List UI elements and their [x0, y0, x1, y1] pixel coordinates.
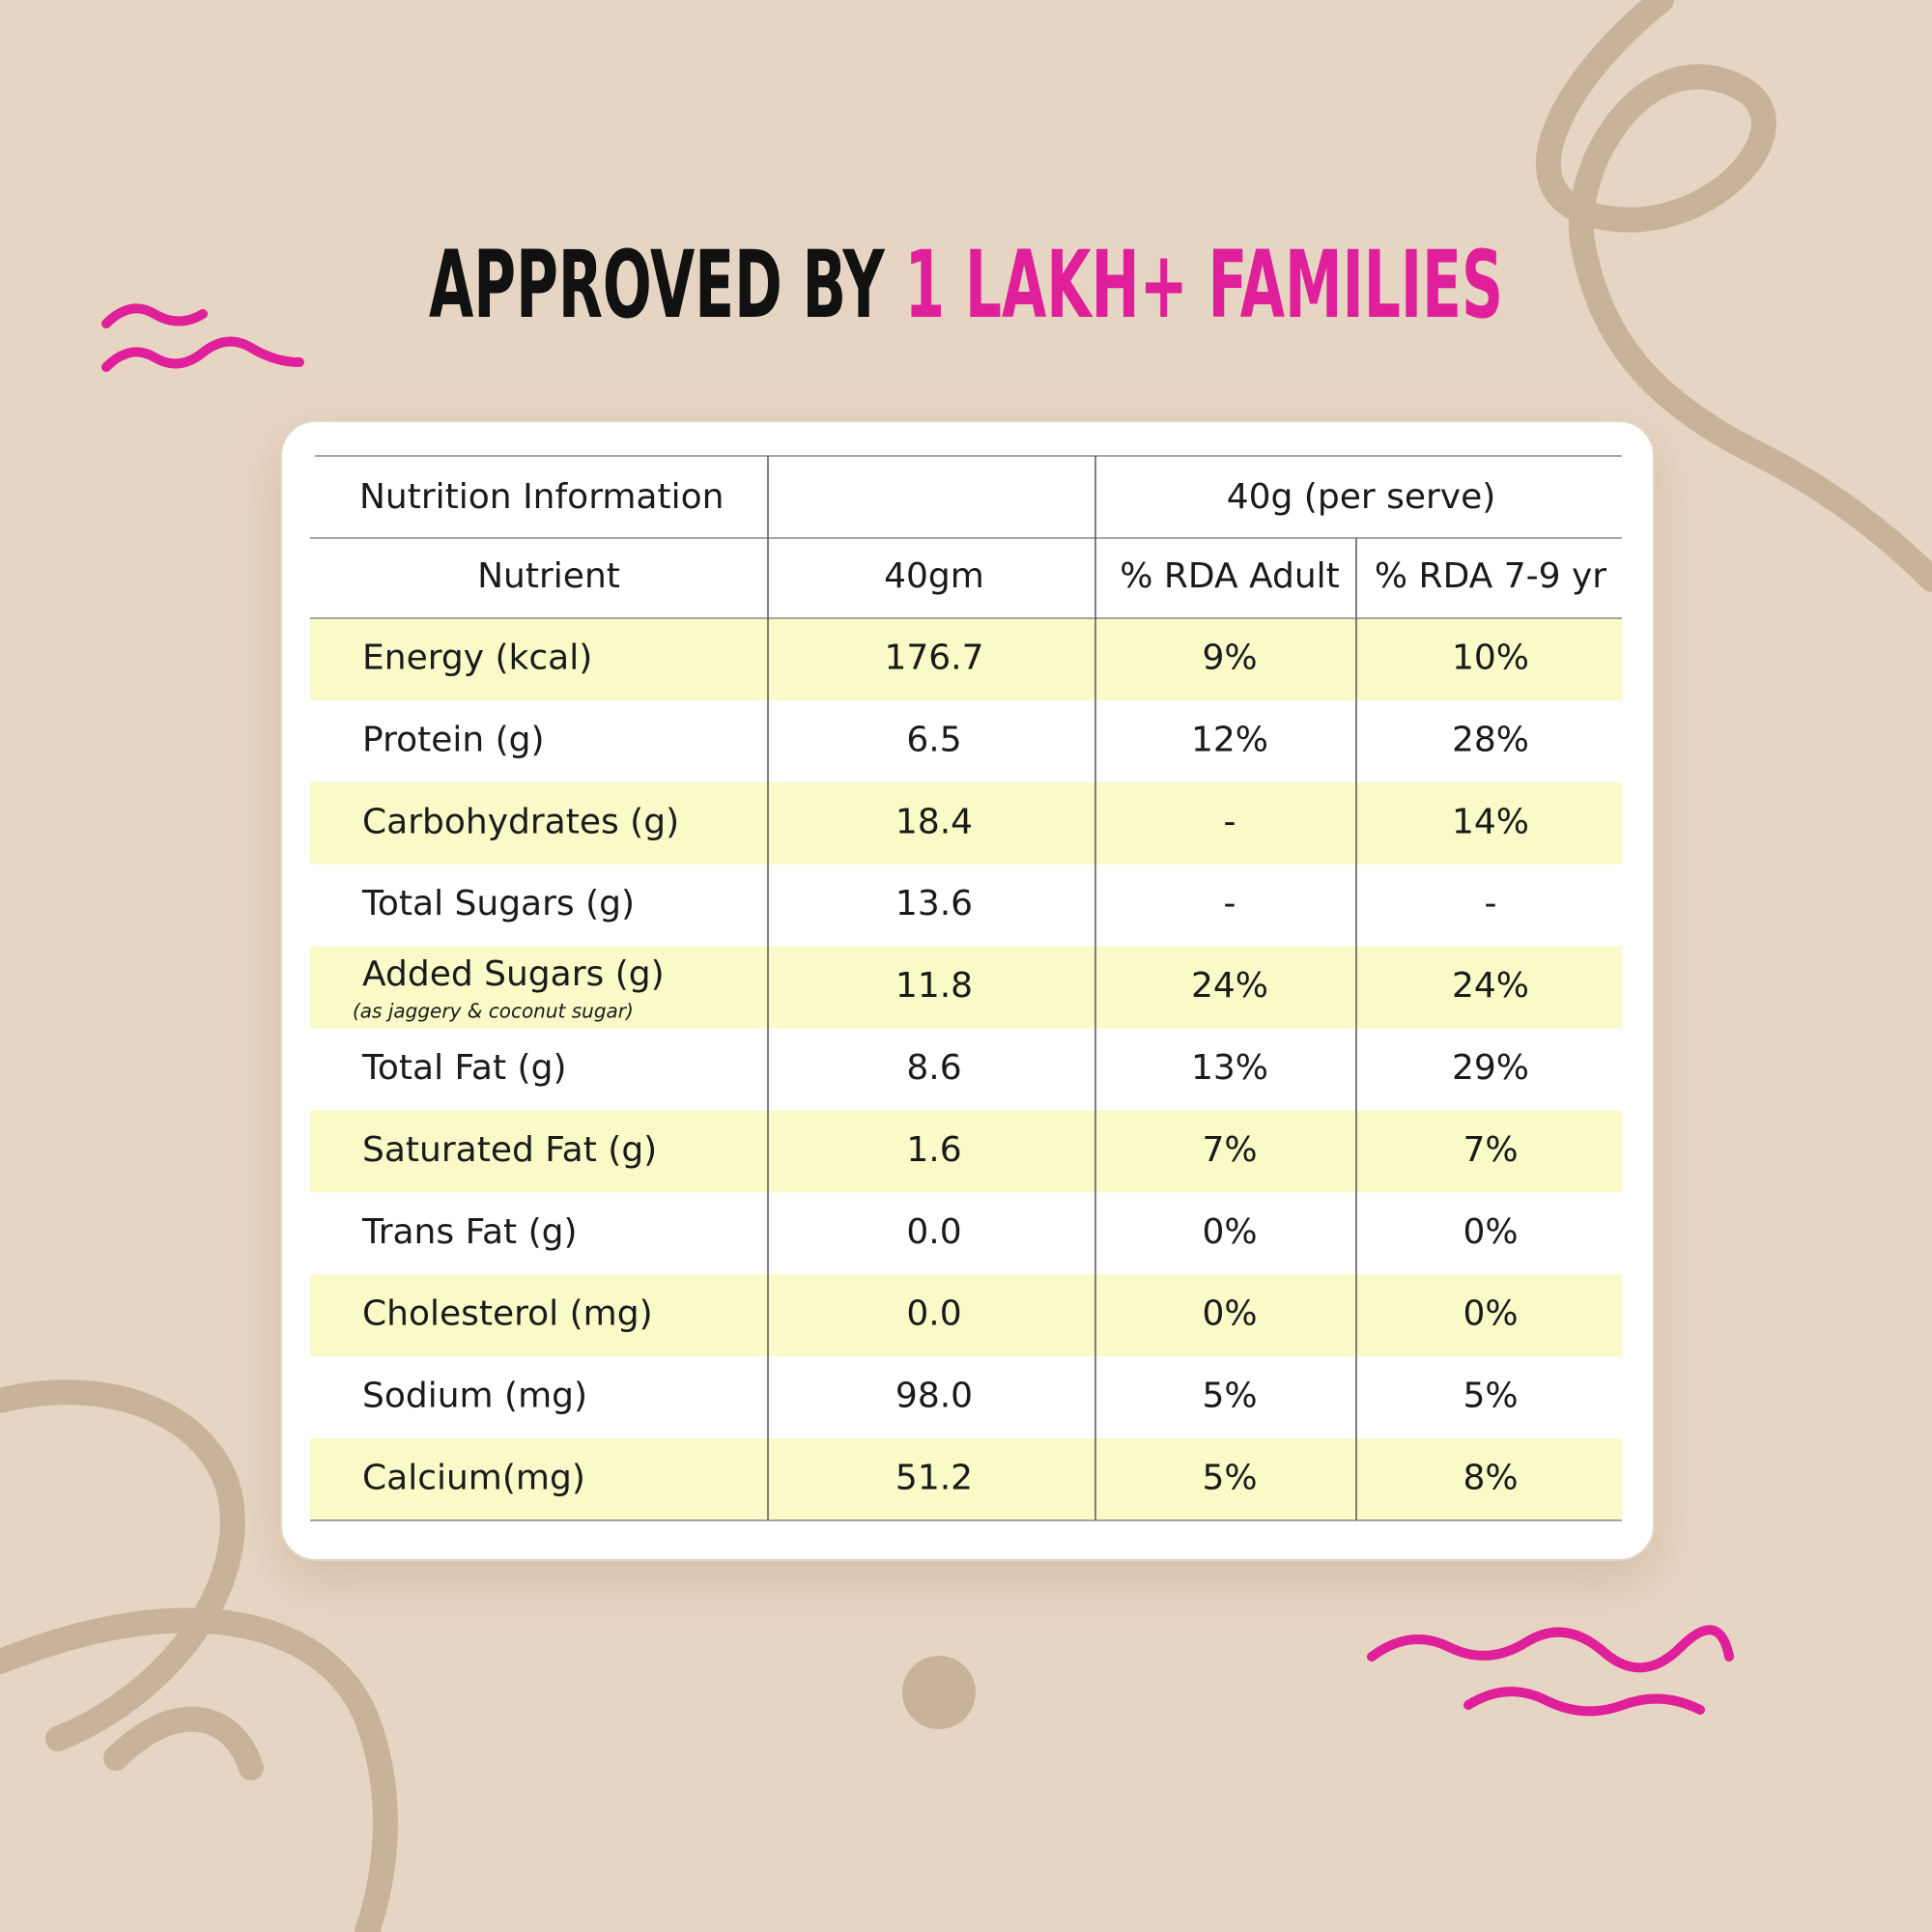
- nutrient-value: 9%: [1202, 638, 1257, 677]
- nutrient-value: 0.0: [906, 1294, 961, 1334]
- nutrient-value: 7%: [1463, 1130, 1518, 1170]
- nutrient-name: Calcium(mg): [362, 1458, 585, 1497]
- nutrient-value: -: [1224, 802, 1236, 841]
- nutrient-name: Sodium (mg): [362, 1377, 587, 1416]
- nutrient-value: 14%: [1452, 802, 1529, 841]
- nutrient-name: Added Sugars (g): [362, 954, 665, 994]
- nutrition-table: Nutrition Information 40g (per serve) Nutr…: [310, 455, 1622, 1521]
- nutrient-value: 8%: [1463, 1458, 1518, 1497]
- nutrient-value: 98.0: [895, 1377, 973, 1416]
- nutrient-value: 13%: [1191, 1048, 1268, 1088]
- caption: Nutrition Information: [359, 477, 724, 517]
- nutrient-name: Trans Fat (g): [361, 1212, 578, 1252]
- decor-squiggles: [101, 303, 1734, 1717]
- title: APPROVED BY 1 LAKH+ FAMILIES: [429, 231, 1503, 339]
- nutrient-value: 0.0: [906, 1212, 961, 1252]
- nutrient-value: -: [1485, 884, 1497, 923]
- decor-dot: [902, 1656, 976, 1729]
- row-highlight: [310, 781, 1622, 865]
- nutrient-value: 6.5: [906, 720, 961, 759]
- nutrient-name: Protein (g): [362, 720, 545, 759]
- nutrient-value: 0%: [1463, 1294, 1518, 1334]
- column-header: Nutrient: [477, 556, 620, 596]
- nutrient-value: 28%: [1452, 720, 1529, 759]
- nutrient-value: 0%: [1202, 1212, 1257, 1252]
- serve-header: 40g (per serve): [1227, 477, 1496, 517]
- row-highlight: [310, 946, 1622, 1029]
- title-part1: APPROVED BY: [429, 231, 886, 339]
- row-highlight: [310, 618, 1622, 700]
- nutrient-value: 24%: [1191, 966, 1268, 1006]
- nutrient-value: 8.6: [906, 1048, 961, 1088]
- row-highlight: [310, 1110, 1622, 1193]
- nutrient-value: 7%: [1202, 1130, 1257, 1170]
- nutrient-name: Total Fat (g): [361, 1048, 566, 1088]
- nutrient-name: Energy (kcal): [362, 638, 592, 677]
- nutrient-value: -: [1224, 884, 1236, 923]
- nutrient-name: Carbohydrates (g): [362, 802, 679, 841]
- added-sugars-note: (as jaggery & coconut sugar): [353, 1000, 634, 1023]
- nutrient-value: 18.4: [895, 802, 973, 841]
- nutrient-value: 24%: [1452, 966, 1529, 1006]
- column-header: 40gm: [884, 556, 984, 596]
- nutrient-value: 5%: [1463, 1377, 1518, 1416]
- nutrient-value: 176.7: [884, 638, 983, 677]
- row-highlight: [310, 1274, 1622, 1357]
- nutrient-value: 11.8: [895, 966, 973, 1006]
- nutrient-value: 29%: [1452, 1048, 1529, 1088]
- row-highlight: [310, 1438, 1622, 1520]
- nutrient-value: 1.6: [906, 1130, 961, 1170]
- nutrient-value: 13.6: [895, 884, 973, 923]
- column-header: % RDA 7-9 yr: [1375, 556, 1606, 596]
- nutrient-value: 12%: [1191, 720, 1268, 759]
- nutrient-value: 0%: [1202, 1294, 1257, 1334]
- nutrient-value: 5%: [1202, 1458, 1257, 1497]
- nutrient-value: 0%: [1463, 1212, 1518, 1252]
- nutrient-value: 5%: [1202, 1377, 1257, 1416]
- nutrient-value: 10%: [1452, 638, 1529, 677]
- title-part2: 1 LAKH+ FAMILIES: [905, 231, 1503, 339]
- column-header: % RDA Adult: [1120, 556, 1340, 596]
- nutrient-name: Total Sugars (g): [361, 884, 635, 923]
- nutrient-name: Cholesterol (mg): [362, 1294, 653, 1334]
- nutrient-name: Saturated Fat (g): [362, 1130, 657, 1170]
- nutrient-value: 51.2: [895, 1458, 973, 1497]
